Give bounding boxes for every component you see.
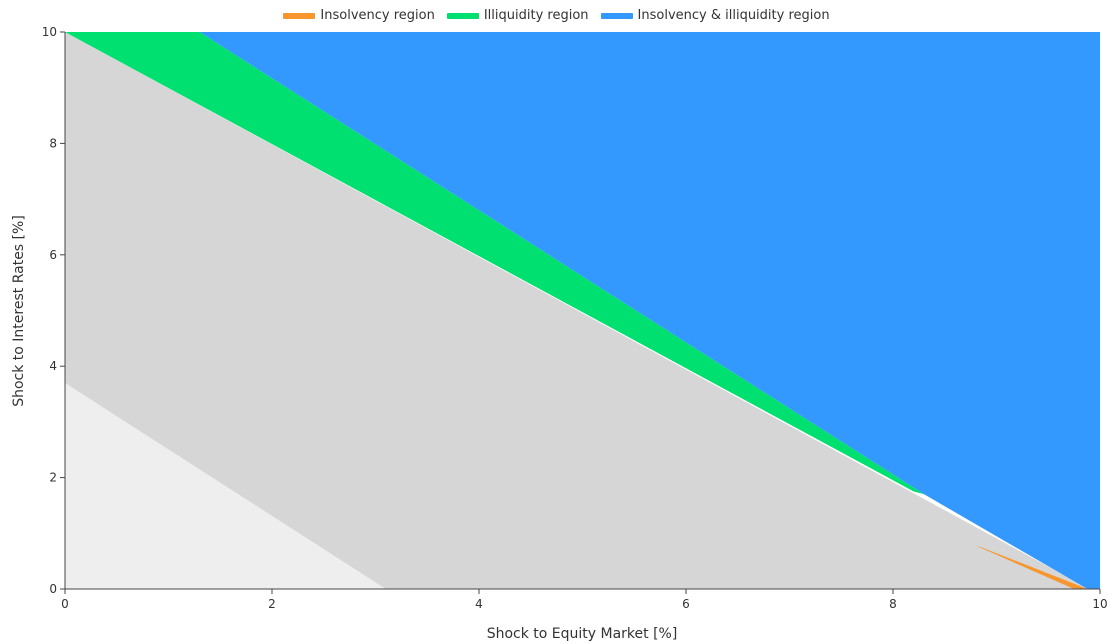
- region-insolvency-illiquidity: [199, 32, 1101, 589]
- y-tick-label: 2: [49, 471, 57, 485]
- y-axis-title: Shock to Interest Rates [%]: [11, 215, 27, 407]
- legend-item-insolvency-illiquidity[interactable]: Insolvency & illiquidity region: [600, 8, 830, 23]
- x-tick-label: 10: [1092, 597, 1107, 611]
- y-tick-label: 0: [49, 582, 57, 596]
- plot-area: [65, 32, 1101, 589]
- x-tick-label: 8: [889, 597, 897, 611]
- y-tick-label: 8: [49, 136, 57, 150]
- legend-item-insolvency[interactable]: Insolvency region: [283, 8, 435, 23]
- legend-swatch-illiquidity: [446, 12, 479, 19]
- legend-item-illiquidity[interactable]: Illiquidity region: [446, 8, 589, 23]
- x-axis-title: Shock to Equity Market [%]: [487, 626, 678, 642]
- legend-label-insolvency: Insolvency region: [320, 8, 435, 23]
- region-illiquidity: [65, 32, 925, 495]
- legend-label-illiquidity: Illiquidity region: [483, 8, 589, 23]
- x-tick-label: 4: [475, 597, 483, 611]
- legend: Insolvency region Illiquidity region Ins…: [0, 8, 1113, 23]
- y-tick-label: 10: [42, 25, 57, 39]
- x-tick-label: 2: [268, 597, 276, 611]
- region-grey-light: [65, 382, 386, 589]
- x-tick-label: 0: [61, 597, 69, 611]
- legend-swatch-insolvency-illiquidity: [600, 12, 633, 19]
- y-tick-label: 4: [49, 359, 57, 373]
- legend-label-insolvency-illiquidity: Insolvency & illiquidity region: [637, 8, 830, 23]
- x-tick-label: 6: [682, 597, 690, 611]
- y-axis: 0 2 4 6 8 10: [42, 25, 66, 596]
- region-grey-dark: [65, 32, 1090, 589]
- legend-swatch-insolvency: [283, 12, 316, 19]
- x-axis: 0 2 4 6 8 10: [61, 588, 1108, 611]
- y-tick-label: 6: [49, 248, 57, 262]
- region-insolvency: [975, 545, 1088, 589]
